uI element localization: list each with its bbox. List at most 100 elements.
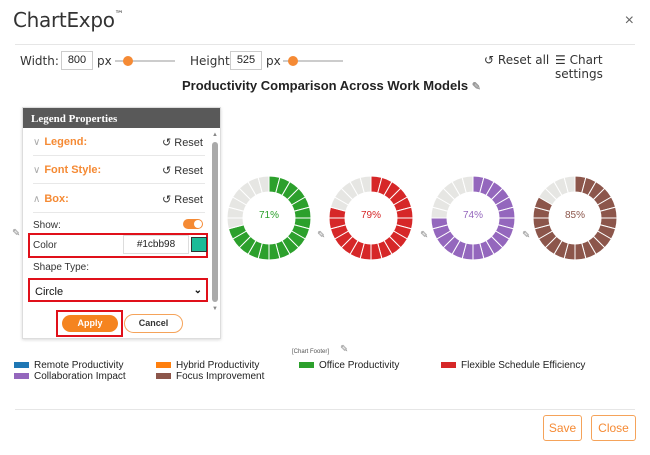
width-slider-knob[interactable] bbox=[123, 56, 133, 66]
width-input[interactable]: 800 bbox=[61, 51, 93, 70]
color-row: Color #1cbb98 bbox=[28, 233, 208, 258]
edit-pencil-icon[interactable]: ✎ bbox=[12, 228, 21, 239]
edit-pencil-icon[interactable]: ✎ bbox=[522, 230, 531, 241]
legend-swatch bbox=[156, 373, 171, 380]
app-title: ChartExpo™ bbox=[13, 8, 124, 32]
legend-item[interactable]: Flexible Schedule Efficiency bbox=[441, 360, 585, 371]
reset-icon: ↺ bbox=[161, 194, 172, 206]
reset-font-style-button[interactable]: ↺ Reset bbox=[162, 164, 203, 177]
edit-pencil-icon[interactable]: ✎ bbox=[317, 230, 326, 241]
color-swatch[interactable] bbox=[191, 237, 207, 252]
donut-percent: 85% bbox=[564, 210, 585, 221]
divider bbox=[15, 409, 635, 410]
chevron-up-icon: ∧ bbox=[33, 194, 41, 205]
donut-percent: 71% bbox=[258, 210, 279, 221]
donut-ring bbox=[226, 175, 312, 261]
legend-swatch bbox=[14, 373, 29, 380]
section-legend[interactable]: ∨ Legend: ↺ Reset bbox=[33, 128, 205, 156]
show-label: Show: bbox=[33, 220, 61, 231]
edit-pencil-icon[interactable]: ✎ bbox=[471, 81, 481, 93]
legend-item[interactable]: Office Productivity bbox=[299, 360, 399, 371]
reset-icon: ↺ bbox=[161, 137, 172, 149]
panel-body: ∨ Legend: ↺ Reset ∨ Font Style: ↺ Reset ∧ B… bbox=[23, 128, 211, 338]
toggle-knob bbox=[194, 220, 202, 228]
reset-label: Reset bbox=[174, 194, 203, 206]
trademark: ™ bbox=[114, 10, 124, 20]
width-label: Width: bbox=[20, 54, 59, 68]
shape-type-select[interactable]: Circle ⌄ bbox=[32, 282, 204, 298]
save-button[interactable]: Save bbox=[543, 415, 582, 441]
legend-label: Collaboration Impact bbox=[34, 371, 126, 382]
donut-percent: 79% bbox=[360, 210, 381, 221]
panel-header: Legend Properties bbox=[23, 108, 220, 128]
show-toggle[interactable] bbox=[183, 219, 203, 229]
section-box-label: Box: bbox=[44, 193, 69, 205]
donut-ring bbox=[532, 175, 618, 261]
donut-ring bbox=[430, 175, 516, 261]
legend-swatch bbox=[299, 362, 314, 369]
shape-type-label: Shape Type: bbox=[33, 262, 89, 273]
reset-icon: ↺ bbox=[161, 165, 172, 177]
height-slider-knob[interactable] bbox=[288, 56, 298, 66]
edit-pencil-icon[interactable]: ✎ bbox=[420, 230, 429, 241]
legend-swatch bbox=[441, 362, 456, 369]
panel-scrollbar[interactable]: ▲ ▼ bbox=[212, 132, 218, 312]
section-font-style[interactable]: ∨ Font Style: ↺ Reset bbox=[33, 156, 205, 184]
legend-label: Hybrid Productivity bbox=[176, 360, 260, 371]
close-icon[interactable]: × bbox=[624, 12, 634, 29]
legend-item[interactable]: Collaboration Impact bbox=[14, 371, 126, 382]
cancel-button[interactable]: Cancel bbox=[124, 314, 183, 333]
sliders-icon: ☰ bbox=[555, 53, 566, 67]
height-input[interactable]: 525 bbox=[230, 51, 262, 70]
section-font-style-label: Font Style: bbox=[44, 164, 102, 176]
legend-group-office: Office Productivity bbox=[299, 360, 399, 371]
chart-title[interactable]: Productivity Comparison Across Work Mode… bbox=[182, 78, 481, 93]
chart-footer-label[interactable]: [Chart Footer] bbox=[292, 349, 330, 355]
donut-flexible-schedule[interactable]: 79% bbox=[327, 174, 415, 262]
color-hex-input[interactable]: #1cbb98 bbox=[123, 235, 189, 254]
height-unit: px bbox=[266, 54, 281, 68]
width-unit: px bbox=[97, 54, 112, 68]
width-slider[interactable] bbox=[115, 56, 175, 66]
donut-collaboration-impact[interactable]: 74% bbox=[429, 174, 517, 262]
reset-label: Reset bbox=[174, 137, 203, 149]
close-button[interactable]: Close bbox=[591, 415, 636, 441]
legend-group-remote: Remote Productivity Collaboration Impact bbox=[14, 360, 126, 382]
scrollbar-thumb[interactable] bbox=[212, 142, 218, 302]
legend-label: Flexible Schedule Efficiency bbox=[461, 360, 586, 371]
legend-group-flexible: Flexible Schedule Efficiency bbox=[441, 360, 585, 371]
legend-item[interactable]: Hybrid Productivity bbox=[156, 360, 264, 371]
reset-legend-button[interactable]: ↺ Reset bbox=[162, 136, 203, 149]
legend-swatch bbox=[156, 362, 171, 369]
legend-label: Focus Improvement bbox=[176, 371, 265, 382]
apply-button[interactable]: Apply bbox=[62, 315, 118, 332]
height-slider[interactable] bbox=[283, 56, 343, 66]
divider bbox=[15, 44, 635, 45]
height-label: Height: bbox=[190, 54, 234, 68]
apply-highlight: Apply bbox=[56, 310, 123, 337]
legend-item[interactable]: Remote Productivity bbox=[14, 360, 126, 371]
chevron-down-icon: ∨ bbox=[33, 137, 41, 148]
legend-swatch bbox=[14, 362, 29, 369]
scroll-down-icon[interactable]: ▼ bbox=[212, 306, 218, 312]
app-title-text: ChartExpo bbox=[13, 8, 115, 32]
chart-settings-label: Chart settings bbox=[555, 53, 603, 81]
chart-settings-button[interactable]: ☰ Chart settings bbox=[555, 53, 636, 81]
reset-all-label: Reset all bbox=[497, 53, 550, 67]
reset-icon: ↺ bbox=[484, 53, 495, 67]
legend-item[interactable]: Focus Improvement bbox=[156, 371, 264, 382]
edit-pencil-icon[interactable]: ✎ bbox=[340, 344, 349, 355]
reset-box-button[interactable]: ↺ Reset bbox=[162, 193, 203, 206]
donut-focus-improvement[interactable]: 85% bbox=[531, 174, 619, 262]
size-toolbar: Width: 800 px Height: 525 px ↺ Reset all… bbox=[20, 50, 636, 81]
color-label: Color bbox=[33, 240, 57, 251]
section-box[interactable]: ∧ Box: ↺ Reset bbox=[33, 185, 205, 213]
chart-title-text: Productivity Comparison Across Work Mode… bbox=[182, 78, 469, 93]
legend-label: Remote Productivity bbox=[34, 360, 124, 371]
donut-ring bbox=[328, 175, 414, 261]
scroll-up-icon[interactable]: ▲ bbox=[212, 132, 218, 138]
legend-label: Office Productivity bbox=[319, 360, 400, 371]
reset-all-button[interactable]: ↺ Reset all bbox=[484, 53, 549, 67]
chevron-down-icon: ∨ bbox=[33, 165, 41, 176]
donut-office-productivity[interactable]: 71% bbox=[225, 174, 313, 262]
